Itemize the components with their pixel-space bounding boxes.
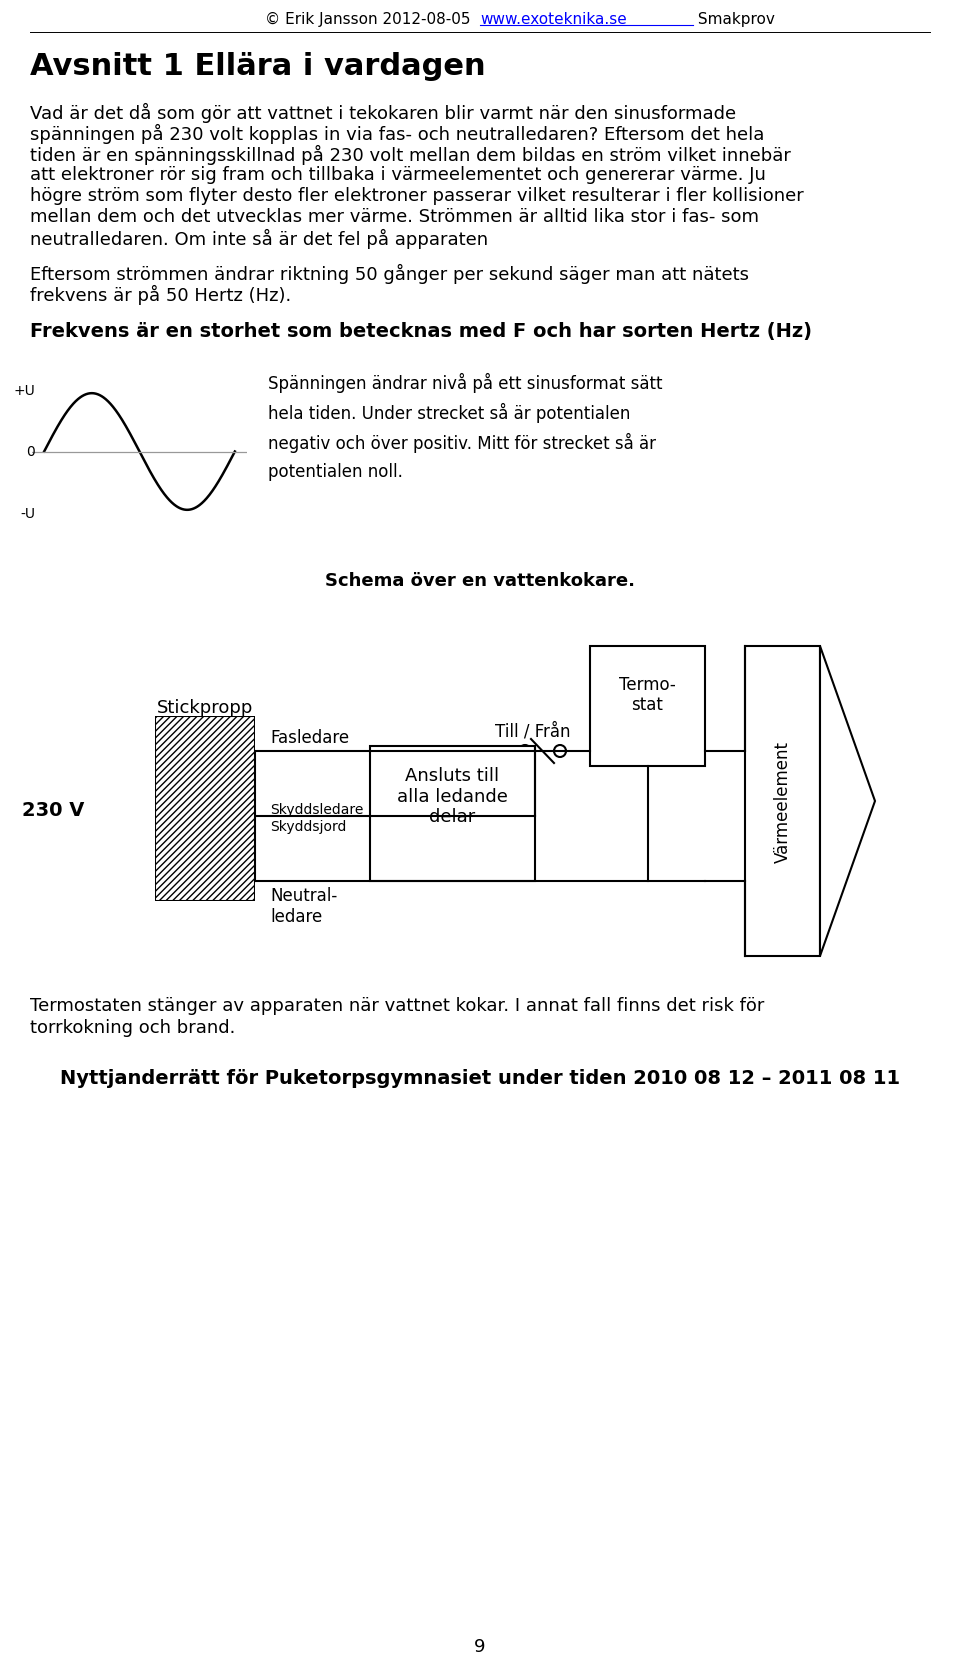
Text: Eftersom strömmen ändrar riktning 50 gånger per sekund säger man att nätets: Eftersom strömmen ändrar riktning 50 gån… <box>30 265 749 285</box>
Text: Frekvens är en storhet som betecknas med F och har sorten Hertz (Hz): Frekvens är en storhet som betecknas med… <box>30 321 812 341</box>
Text: högre ström som flyter desto fler elektroner passerar vilket resulterar i fler k: högre ström som flyter desto fler elektr… <box>30 186 804 205</box>
Polygon shape <box>820 647 875 957</box>
Bar <box>370 747 535 882</box>
Text: tiden är en spänningsskillnad på 230 volt mellan dem bildas en ström vilket inne: tiden är en spänningsskillnad på 230 vol… <box>30 145 791 165</box>
Text: potentialen noll.: potentialen noll. <box>268 463 403 481</box>
Text: Ansluts till
alla ledande
delar: Ansluts till alla ledande delar <box>397 765 508 825</box>
Text: Stickpropp: Stickpropp <box>156 699 253 717</box>
Text: Till / Från: Till / Från <box>494 722 570 739</box>
Text: 9: 9 <box>474 1637 486 1656</box>
Text: Schema över en vattenkokare.: Schema över en vattenkokare. <box>325 572 635 589</box>
Text: mellan dem och det utvecklas mer värme. Strömmen är alltid lika stor i fas- som: mellan dem och det utvecklas mer värme. … <box>30 208 759 226</box>
Text: www.exoteknika.se: www.exoteknika.se <box>480 12 627 27</box>
Text: Termostaten stänger av apparaten när vattnet kokar. I annat fall finns det risk : Termostaten stänger av apparaten när vat… <box>30 997 764 1015</box>
Text: -U: -U <box>20 506 35 521</box>
Bar <box>745 647 820 957</box>
Text: 230 V: 230 V <box>22 800 84 820</box>
Text: Neutral-
ledare: Neutral- ledare <box>270 887 337 925</box>
Text: Spänningen ändrar nivå på ett sinusformat sätt: Spänningen ändrar nivå på ett sinusforma… <box>268 373 662 393</box>
Text: hela tiden. Under strecket så är potentialen: hela tiden. Under strecket så är potenti… <box>268 403 631 423</box>
Text: spänningen på 230 volt kopplas in via fas- och neutralledaren? Eftersom det hela: spänningen på 230 volt kopplas in via fa… <box>30 123 764 145</box>
Text: neutralledaren. Om inte så är det fel på apparaten: neutralledaren. Om inte så är det fel på… <box>30 230 488 250</box>
Text: frekvens är på 50 Hertz (Hz).: frekvens är på 50 Hertz (Hz). <box>30 285 291 305</box>
Text: Smakprov: Smakprov <box>693 12 775 27</box>
Text: Avsnitt 1 Ellära i vardagen: Avsnitt 1 Ellära i vardagen <box>30 52 486 82</box>
Text: Vad är det då som gör att vattnet i tekokaren blir varmt när den sinusformade: Vad är det då som gör att vattnet i teko… <box>30 103 736 123</box>
Text: Nyttjanderrätt för Puketorpsgymnasiet under tiden 2010 08 12 – 2011 08 11: Nyttjanderrätt för Puketorpsgymnasiet un… <box>60 1068 900 1087</box>
Text: negativ och över positiv. Mitt för strecket så är: negativ och över positiv. Mitt för strec… <box>268 433 656 453</box>
Text: Termo-
stat: Termo- stat <box>619 676 676 714</box>
Text: Skyddsledare: Skyddsledare <box>270 802 364 817</box>
Text: +U: +U <box>13 384 35 398</box>
Text: © Erik Jansson 2012-08-05: © Erik Jansson 2012-08-05 <box>265 12 480 27</box>
Text: Skyddsjord: Skyddsjord <box>270 819 347 834</box>
Text: 0: 0 <box>26 446 35 459</box>
Text: torrkokning och brand.: torrkokning och brand. <box>30 1018 235 1037</box>
Text: Fasledare: Fasledare <box>270 729 349 747</box>
Text: att elektroner rör sig fram och tillbaka i värmeelementet och genererar värme. J: att elektroner rör sig fram och tillbaka… <box>30 166 766 185</box>
Bar <box>590 647 705 767</box>
Text: Värmeelement: Värmeelement <box>774 740 791 862</box>
